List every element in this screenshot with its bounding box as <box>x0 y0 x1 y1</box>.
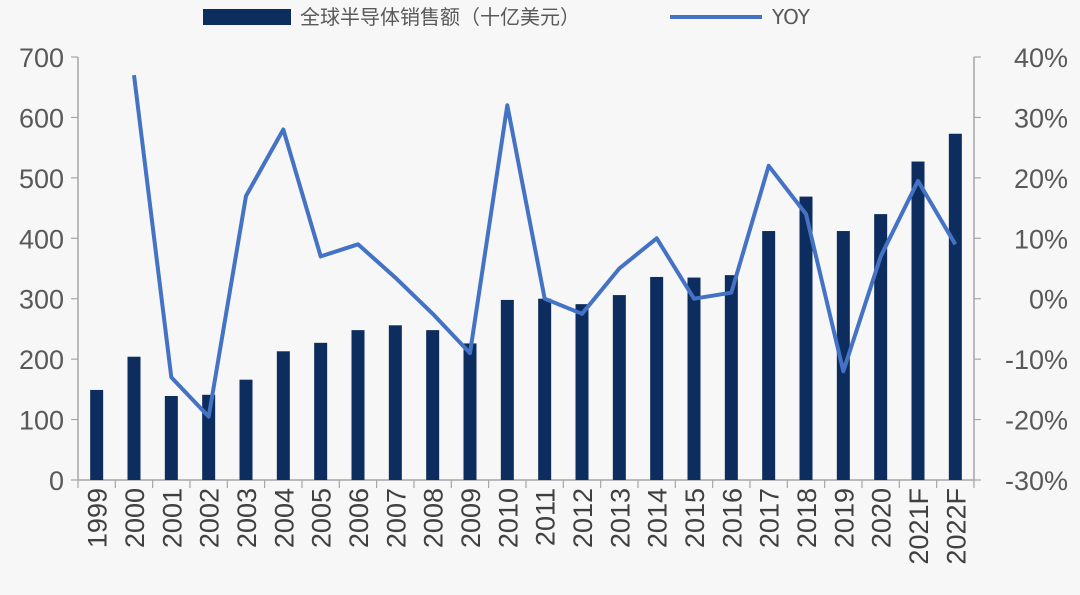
left-tick-label: 400 <box>19 224 64 254</box>
x-tick-label: 2006 <box>344 488 374 548</box>
x-tick-label: 2018 <box>792 488 822 548</box>
x-tick-label: 2007 <box>381 488 411 548</box>
bar-2012 <box>575 304 589 480</box>
x-tick-label: 2010 <box>493 488 523 548</box>
x-tick-label: 2003 <box>232 488 262 548</box>
bar-2006 <box>351 330 365 480</box>
x-tick-label: 2013 <box>605 488 635 548</box>
x-tick-label: 2012 <box>568 488 598 548</box>
bar-2016 <box>724 275 738 480</box>
left-tick-label: 200 <box>19 345 64 375</box>
x-tick-label: 2014 <box>643 488 673 548</box>
bar-2014 <box>650 276 664 480</box>
yoy-line <box>132 74 958 419</box>
right-tick-label: -10% <box>1005 345 1068 375</box>
x-tick-label: 2008 <box>419 488 449 548</box>
bar-2018 <box>799 196 813 480</box>
left-tick-label: 300 <box>19 285 64 315</box>
left-tick-label: 500 <box>19 164 64 194</box>
bar-2001 <box>164 396 178 480</box>
x-tick-label: 2001 <box>157 488 187 548</box>
x-tick-label: 1999 <box>83 488 113 548</box>
x-tick-label: 2015 <box>680 488 710 548</box>
left-tick-label: 700 <box>19 43 64 73</box>
left-tick-label: 100 <box>19 406 64 436</box>
bar-2003 <box>239 379 253 480</box>
axes <box>71 56 981 488</box>
x-tick-label: 2017 <box>755 488 785 548</box>
legend-label-line: YOY <box>771 5 811 29</box>
x-tick-label: 2011 <box>531 488 561 546</box>
line-series <box>132 74 958 419</box>
bar-2008 <box>426 330 440 480</box>
bar-2002 <box>202 394 216 480</box>
bar-2015 <box>687 277 701 480</box>
bar-2004 <box>276 351 290 480</box>
right-tick-label: 0% <box>1029 285 1068 315</box>
left-tick-label: 600 <box>19 103 64 133</box>
bar-2017 <box>762 231 776 480</box>
left-axis-ticks: 0 100 200 300 400 500 600 700 <box>19 43 64 496</box>
left-tick-label: 0 <box>49 466 64 496</box>
bar-2000 <box>127 356 141 480</box>
x-tick-label: 2016 <box>717 488 747 548</box>
x-tick-label: 2000 <box>120 488 150 548</box>
right-tick-label: -30% <box>1005 466 1068 496</box>
x-tick-label: 2022F <box>941 488 971 565</box>
bar-series <box>90 133 962 480</box>
bar-2021F <box>911 161 925 480</box>
bar-2009 <box>463 343 477 480</box>
bar-2013 <box>612 295 626 480</box>
x-axis-ticks: 1999 2000 2001 2002 2003 2004 2005 2006 2007 2008… <box>83 488 972 565</box>
right-tick-label: 10% <box>1014 224 1068 254</box>
bar-1999 <box>90 389 104 480</box>
x-tick-label: 2002 <box>195 488 225 548</box>
x-tick-label: 2004 <box>269 488 299 548</box>
right-tick-label: 20% <box>1014 164 1068 194</box>
bar-2019 <box>836 231 850 480</box>
bar-2007 <box>388 325 402 480</box>
right-axis-ticks: -30% -20% -10% 0% 10% 20% 30% 40% <box>1005 43 1068 496</box>
bar-2005 <box>314 342 328 480</box>
x-tick-label: 2019 <box>829 488 859 548</box>
x-tick-label: 2009 <box>456 488 486 548</box>
bar-2010 <box>500 299 514 480</box>
x-tick-label: 2021F <box>904 488 934 565</box>
x-tick-label: 2020 <box>867 488 897 548</box>
x-tick-label: 2005 <box>307 488 337 548</box>
legend-swatch-bar <box>203 9 291 25</box>
legend-label-bar: 全球半导体销售额（十亿美元） <box>300 5 580 29</box>
right-tick-label: 40% <box>1014 43 1068 73</box>
bar-2020 <box>874 214 888 480</box>
bar-2022F <box>948 133 962 480</box>
legend: 全球半导体销售额（十亿美元） YOY <box>203 5 811 29</box>
right-tick-label: -20% <box>1005 406 1068 436</box>
right-tick-label: 30% <box>1014 103 1068 133</box>
bar-2011 <box>538 298 552 480</box>
